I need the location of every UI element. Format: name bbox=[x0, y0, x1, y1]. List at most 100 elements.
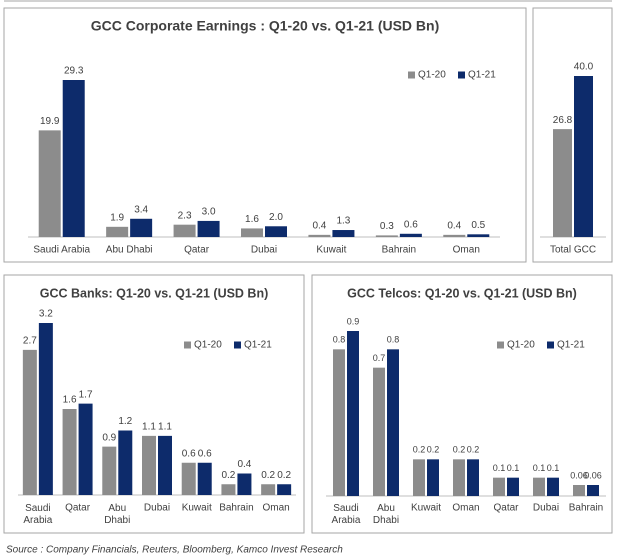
value-label: 0.1 bbox=[507, 463, 520, 473]
value-label: 1.9 bbox=[110, 212, 124, 223]
value-label: 0.2 bbox=[467, 445, 480, 455]
bar bbox=[142, 435, 156, 495]
x-tick-label: Dubai bbox=[533, 503, 559, 514]
value-label: 0.06 bbox=[570, 470, 588, 480]
value-label: 0.4 bbox=[312, 220, 326, 231]
value-label: 0.4 bbox=[237, 459, 251, 470]
value-label: 3.4 bbox=[134, 204, 148, 215]
value-label: 0.8 bbox=[387, 335, 400, 345]
value-label: 0.2 bbox=[277, 470, 291, 481]
value-label: 0.2 bbox=[221, 470, 235, 481]
x-tick-label: Oman bbox=[453, 245, 480, 256]
x-tick-label: Kuwait bbox=[411, 503, 441, 514]
bar bbox=[118, 430, 133, 495]
bar bbox=[38, 323, 53, 495]
bar bbox=[467, 234, 490, 237]
bar bbox=[197, 462, 212, 495]
bar bbox=[427, 459, 439, 496]
bar bbox=[62, 80, 85, 237]
value-label: 3.2 bbox=[39, 309, 53, 320]
legend-label: Q1-20 bbox=[194, 340, 222, 351]
value-label: 0.6 bbox=[198, 448, 212, 459]
value-label: 0.5 bbox=[471, 220, 485, 231]
legend-label: Q1-20 bbox=[507, 340, 535, 351]
chart-title: GCC Telcos: Q1-20 vs. Q1-21 (USD Bn) bbox=[347, 286, 577, 300]
value-label: 1.6 bbox=[245, 214, 259, 225]
x-tick-label: Total GCC bbox=[550, 245, 596, 256]
value-label: 2.3 bbox=[178, 210, 192, 221]
bar bbox=[130, 218, 153, 237]
bar bbox=[22, 349, 37, 495]
x-tick-label: Abu Dhabi bbox=[106, 245, 153, 256]
bar bbox=[62, 409, 77, 495]
bar bbox=[221, 484, 236, 495]
x-tick-label: Bahrain bbox=[382, 245, 416, 256]
bar bbox=[241, 228, 263, 237]
value-label: 0.4 bbox=[447, 220, 461, 231]
value-label: 1.6 bbox=[63, 395, 77, 406]
legend-swatch bbox=[234, 341, 241, 349]
bar bbox=[237, 473, 252, 495]
legend-swatch bbox=[184, 341, 191, 349]
x-tick-label: Qatar bbox=[184, 245, 210, 256]
bar bbox=[106, 226, 129, 237]
bar bbox=[553, 129, 572, 237]
x-tick-label: Kuwait bbox=[182, 503, 212, 514]
legend-swatch bbox=[408, 71, 415, 79]
x-tick-label: Dubai bbox=[251, 245, 277, 256]
value-label: 2.7 bbox=[23, 336, 37, 347]
bar bbox=[507, 477, 519, 496]
bar bbox=[387, 349, 399, 496]
legend-label: Q1-20 bbox=[418, 70, 446, 81]
bar bbox=[261, 484, 276, 495]
value-label: 0.9 bbox=[102, 432, 116, 443]
bar bbox=[413, 459, 425, 496]
x-tick-label: Kuwait bbox=[316, 245, 346, 256]
x-tick-label: Qatar bbox=[65, 503, 91, 514]
x-tick-label: Abu Dhabi bbox=[104, 503, 130, 526]
x-tick-label: Bahrain bbox=[219, 503, 253, 514]
panel bbox=[3, 7, 527, 263]
bar bbox=[533, 477, 545, 496]
value-label: 0.2 bbox=[427, 445, 440, 455]
bar bbox=[173, 224, 196, 237]
bar bbox=[467, 459, 479, 496]
x-tick-label: Saudi Arabia bbox=[33, 245, 90, 256]
x-tick-label: Saudi Arabia bbox=[23, 503, 52, 526]
bar bbox=[493, 477, 505, 496]
value-label: 29.3 bbox=[64, 66, 84, 77]
bar bbox=[375, 235, 398, 237]
value-label: 1.2 bbox=[118, 416, 132, 427]
bar bbox=[373, 367, 385, 496]
bar bbox=[158, 435, 172, 495]
bar bbox=[181, 462, 196, 495]
bar bbox=[332, 230, 355, 237]
value-label: 0.06 bbox=[584, 470, 602, 480]
value-label: 0.1 bbox=[493, 463, 506, 473]
bar bbox=[277, 484, 292, 495]
value-label: 0.6 bbox=[404, 219, 418, 230]
value-label: 26.8 bbox=[553, 115, 573, 126]
value-label: 2.0 bbox=[269, 212, 283, 223]
value-label: 0.2 bbox=[453, 445, 466, 455]
bar bbox=[547, 477, 559, 496]
value-label: 0.2 bbox=[413, 445, 426, 455]
source-note: Source : Company Financials, Reuters, Bl… bbox=[6, 545, 343, 556]
bar bbox=[38, 130, 61, 237]
value-label: 1.1 bbox=[142, 422, 156, 433]
bar bbox=[587, 485, 599, 496]
x-tick-label: Saudi Arabia bbox=[332, 503, 361, 526]
legend-swatch bbox=[497, 341, 504, 349]
bar bbox=[265, 226, 287, 237]
value-label: 0.8 bbox=[333, 335, 346, 345]
legend-label: Q1-21 bbox=[468, 70, 496, 81]
value-label: 0.9 bbox=[347, 316, 360, 326]
value-label: 1.7 bbox=[79, 389, 93, 400]
bar bbox=[333, 349, 345, 496]
bar bbox=[78, 403, 93, 495]
chart-title: GCC Corporate Earnings : Q1-20 vs. Q1-21… bbox=[91, 18, 440, 34]
bar bbox=[308, 234, 331, 237]
value-label: 0.1 bbox=[533, 463, 546, 473]
bar bbox=[399, 233, 422, 237]
